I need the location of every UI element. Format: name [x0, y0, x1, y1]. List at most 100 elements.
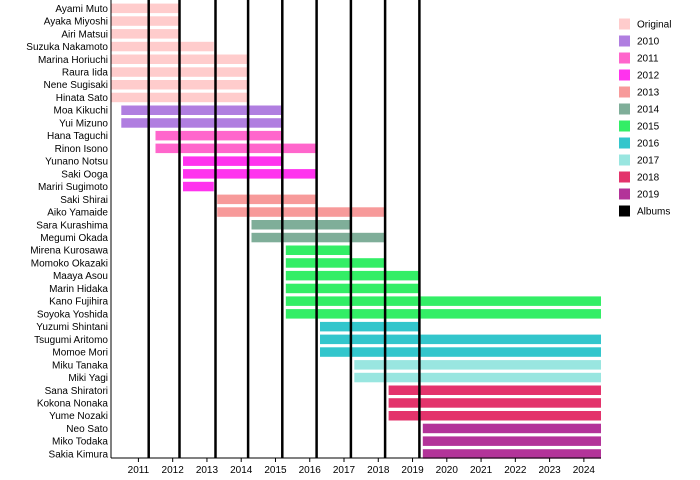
member-label: Yuzumi Shintani	[36, 322, 108, 333]
legend-label: 2016	[637, 139, 660, 150]
member-label: Airi Matsui	[61, 29, 108, 40]
member-bar	[111, 16, 180, 26]
member-label: Momoe Mori	[52, 348, 108, 359]
legend-swatch	[619, 86, 630, 98]
member-bar	[251, 232, 386, 243]
member-bar	[320, 321, 420, 332]
legend-swatch	[619, 103, 630, 115]
member-label: Maaya Asou	[53, 271, 108, 282]
member-label: Miko Todaka	[52, 437, 108, 448]
legend-label: 2019	[637, 190, 660, 201]
member-label: Moa Kikuchi	[54, 106, 108, 117]
member-bar	[251, 220, 351, 230]
member-label: Mirena Kurosawa	[30, 246, 108, 257]
member-bar	[388, 385, 601, 395]
member-label: Aiko Yamaide	[47, 208, 108, 219]
legend-swatch	[619, 188, 630, 200]
member-label: Ayami Muto	[55, 4, 108, 15]
x-tick-label: 2016	[299, 465, 322, 475]
legend-label: 2014	[637, 105, 660, 116]
member-label: Tsugumi Aritomo	[34, 335, 108, 346]
x-tick-label: 2021	[470, 465, 493, 475]
member-bar	[422, 449, 601, 459]
x-tick-label: 2018	[367, 465, 390, 475]
member-bar	[422, 436, 601, 446]
member-bar	[121, 118, 283, 128]
member-bar	[285, 258, 386, 268]
member-bar	[111, 41, 214, 52]
member-bar	[388, 398, 601, 408]
member-bar	[285, 270, 420, 281]
member-bar	[111, 29, 180, 39]
member-label: Sakia Kimura	[49, 449, 109, 460]
member-bar	[354, 360, 601, 370]
member-label: Saki Shirai	[60, 195, 108, 206]
member-label: Suzuka Nakamoto	[26, 42, 108, 53]
legend-swatch	[619, 35, 630, 47]
member-bar	[111, 3, 180, 14]
legend-label: 2012	[637, 71, 660, 82]
member-label: Kokona Nonaka	[37, 399, 109, 410]
member-label: Yui Mizuno	[59, 118, 108, 129]
member-bar	[285, 245, 351, 255]
member-label: Megumi Okada	[40, 233, 108, 244]
member-bar	[217, 207, 386, 217]
legend-label: Original	[637, 20, 671, 31]
member-label: Yume Nozaki	[49, 411, 108, 422]
member-label: Rinon Isono	[55, 144, 109, 155]
member-label: Ayaka Miyoshi	[44, 17, 108, 28]
member-label: Miki Yagi	[68, 373, 108, 384]
legend-label: Albums	[637, 207, 670, 218]
member-bar	[388, 411, 601, 421]
member-bar	[183, 169, 317, 179]
member-label: Nene Sugisaki	[44, 80, 108, 91]
member-bar	[121, 105, 283, 115]
legend-swatch	[619, 18, 630, 30]
member-bar	[285, 283, 420, 294]
legend-label: 2015	[637, 122, 660, 133]
member-label: Sana Shiratori	[45, 386, 108, 397]
x-tick-label: 2020	[436, 465, 459, 475]
x-tick-label: 2011	[128, 465, 150, 475]
x-tick-label: 2019	[401, 465, 424, 475]
member-bar	[354, 372, 601, 383]
legend-swatch	[619, 52, 630, 64]
member-bar	[217, 194, 317, 205]
legend-label: 2010	[637, 37, 660, 48]
legend-swatch	[619, 171, 630, 183]
x-tick-label: 2012	[162, 465, 185, 475]
legend-swatch	[619, 69, 630, 81]
legend-swatch	[619, 120, 630, 132]
member-label: Saki Ooga	[61, 169, 108, 180]
legend-label: 2018	[637, 173, 660, 184]
x-tick-label: 2023	[538, 465, 561, 475]
member-label: Yunano Notsu	[45, 157, 108, 168]
x-tick-label: 2017	[333, 465, 356, 475]
legend-label: 2011	[637, 54, 659, 65]
member-label: Mariri Sugimoto	[38, 182, 108, 193]
member-bar	[285, 309, 601, 319]
member-bar	[183, 181, 214, 192]
legend-swatch	[619, 137, 630, 149]
member-bar	[285, 296, 601, 306]
x-tick-label: 2014	[230, 465, 253, 475]
member-label: Momoko Okazaki	[31, 259, 108, 270]
member-label: Hana Taguchi	[47, 131, 108, 142]
member-label: Marin Hidaka	[49, 284, 108, 295]
member-label: Kano Fujihira	[49, 297, 108, 308]
legend-swatch	[619, 154, 630, 166]
member-bar	[422, 423, 601, 434]
legend-label: 2017	[637, 156, 660, 167]
member-bar	[320, 347, 601, 357]
legend-label: 2013	[637, 88, 660, 99]
member-label: Neo Sato	[66, 424, 108, 435]
member-label: Raura Iida	[62, 68, 109, 79]
x-tick-label: 2013	[196, 465, 219, 475]
member-bar	[155, 143, 317, 154]
x-tick-label: 2022	[504, 465, 527, 475]
member-label: Miku Tanaka	[52, 360, 108, 371]
x-tick-label: 2024	[573, 465, 596, 475]
x-tick-label: 2015	[264, 465, 287, 475]
